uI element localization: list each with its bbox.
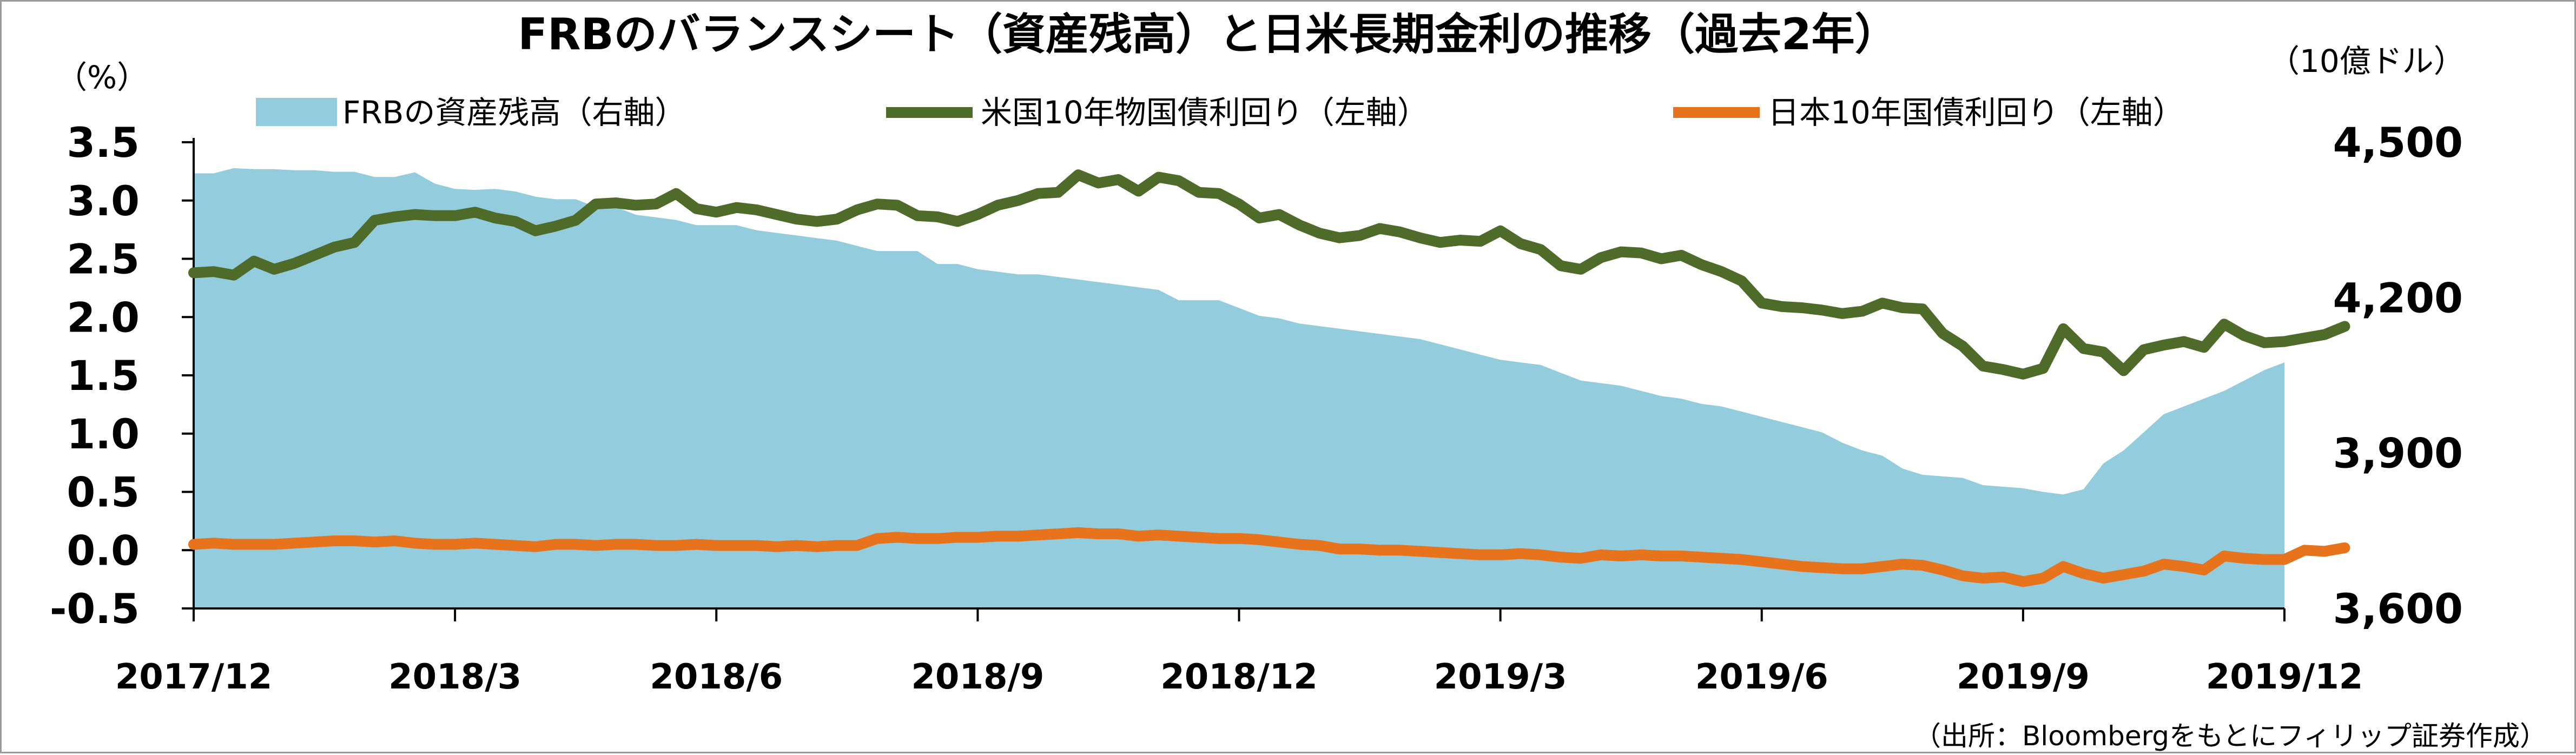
left-tick-label: 0.5: [67, 468, 140, 516]
legend-item-jp10y: 日本10年国債利回り（左軸）: [1673, 94, 2184, 131]
chart-title: FRBのバランスシート（資産残高）と日米長期金利の推移（過去2年）: [518, 9, 1898, 59]
left-tick-label: 1.0: [67, 410, 140, 458]
x-tick-label: 2018/6: [650, 657, 783, 697]
right-tick-label: 3,900: [2333, 429, 2463, 478]
left-axis-ticks: 3.5 3.0 2.5 2.0 1.5 1.0 0.5 0.0 -0.5: [50, 118, 194, 633]
legend-item-us10y: 米国10年物国債利回り（左軸）: [886, 94, 1429, 131]
left-tick-label: -0.5: [50, 585, 140, 633]
x-tick-label: 2019/3: [1434, 657, 1567, 697]
legend: FRBの資産残高（右軸） 米国10年物国債利回り（左軸） 日本10年国債利回り（…: [256, 94, 2184, 131]
x-tick-label: 2018/9: [911, 657, 1044, 697]
legend-swatch-frb: [256, 98, 337, 126]
source-note: （出所：Bloombergをもとにフィリップ証券作成）: [1914, 720, 2547, 752]
left-tick-label: 3.0: [67, 177, 140, 225]
us10y-yield-line: [188, 169, 2350, 380]
x-axis-ticks: 2017/12 2018/3 2018/6 2018/9 2018/12 2019/3 20…: [115, 608, 2363, 697]
right-tick-label: 4,200: [2333, 274, 2463, 322]
x-tick-label: 2019/12: [2206, 657, 2363, 697]
jp10y-yield-line: [188, 527, 2350, 587]
left-tick-label: 2.5: [67, 235, 140, 283]
x-tick-label: 2018/12: [1160, 657, 1318, 697]
left-tick-label: 1.5: [67, 352, 140, 400]
left-tick-label: 2.0: [67, 293, 140, 341]
x-tick-label: 2018/3: [388, 657, 521, 697]
right-tick-label: 4,500: [2333, 118, 2463, 167]
left-tick-label: 3.5: [67, 118, 140, 167]
legend-item-frb: FRBの資産残高（右軸）: [256, 94, 686, 131]
frb-asset-area: [194, 168, 2284, 608]
left-tick-label: 0.0: [67, 526, 140, 574]
right-tick-label: 3,600: [2333, 585, 2463, 633]
legend-label-jp10y: 日本10年国債利回り（左軸）: [1768, 94, 2184, 131]
right-axis-ticks: 4,500 4,200 3,900 3,600: [2333, 118, 2463, 633]
x-tick-label: 2017/12: [115, 657, 273, 697]
plot-area: [188, 138, 2350, 610]
legend-label-frb: FRBの資産残高（右軸）: [342, 94, 686, 131]
x-tick-label: 2019/6: [1695, 657, 1828, 697]
left-axis-unit: （%）: [56, 59, 148, 96]
x-tick-label: 2019/9: [1957, 657, 2090, 697]
right-axis-unit: （10億ドル）: [2268, 43, 2465, 80]
legend-label-us10y: 米国10年物国債利回り（左軸）: [981, 94, 1429, 131]
